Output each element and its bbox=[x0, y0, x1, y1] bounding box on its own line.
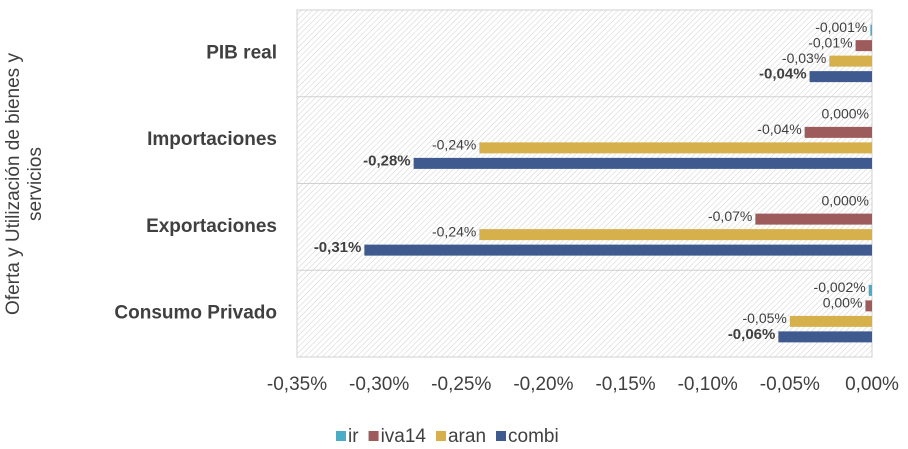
bar bbox=[868, 284, 872, 296]
value-label: -0,01% bbox=[808, 34, 852, 50]
legend-label: iva14 bbox=[381, 426, 427, 447]
legend-label: combi bbox=[508, 426, 559, 447]
category-label: PIB real bbox=[206, 42, 277, 63]
value-label: 0,00% bbox=[823, 295, 863, 311]
x-tick-label: -0,10% bbox=[678, 374, 738, 395]
value-label: -0,05% bbox=[742, 310, 786, 326]
value-label: -0,07% bbox=[708, 208, 752, 224]
bar bbox=[413, 157, 872, 169]
value-label: 0,000% bbox=[822, 192, 869, 208]
bar bbox=[870, 24, 872, 36]
x-tick-label: -0,20% bbox=[513, 374, 573, 395]
bar bbox=[789, 315, 872, 327]
value-label: -0,04% bbox=[759, 66, 807, 83]
legend-swatch bbox=[336, 431, 346, 441]
value-label: -0,04% bbox=[757, 121, 801, 137]
category-label: Importaciones bbox=[147, 129, 277, 150]
value-label: -0,31% bbox=[314, 239, 362, 256]
category-label: Exportaciones bbox=[146, 216, 277, 237]
legend-swatch bbox=[496, 431, 507, 441]
value-label: 0,000% bbox=[822, 106, 869, 122]
value-label: -0,001% bbox=[815, 19, 867, 35]
value-label: -0,03% bbox=[782, 50, 826, 66]
value-label: -0,06% bbox=[728, 326, 776, 343]
category-label: Consumo Privado bbox=[114, 303, 277, 324]
legend-swatch bbox=[368, 431, 379, 441]
bar bbox=[778, 331, 872, 343]
y-axis-title: servicios bbox=[25, 147, 46, 221]
value-label: -0,24% bbox=[432, 137, 476, 153]
bar bbox=[755, 213, 872, 225]
bar bbox=[855, 40, 872, 52]
bar bbox=[364, 244, 872, 256]
value-label: -0,002% bbox=[814, 279, 866, 295]
x-tick-label: -0,30% bbox=[349, 374, 409, 395]
x-tick-label: -0,15% bbox=[595, 374, 655, 395]
x-tick-label: 0,00% bbox=[845, 374, 899, 395]
bar bbox=[479, 229, 872, 241]
bar bbox=[479, 142, 872, 154]
x-tick-label: -0,25% bbox=[431, 374, 491, 395]
x-tick-label: -0,05% bbox=[760, 374, 820, 395]
value-label: -0,28% bbox=[363, 152, 411, 169]
x-tick-label: -0,35% bbox=[267, 374, 327, 395]
legend-label: aran bbox=[448, 426, 486, 447]
value-label: -0,24% bbox=[432, 223, 476, 239]
bar bbox=[829, 55, 872, 67]
bar bbox=[809, 71, 872, 83]
bar bbox=[865, 300, 872, 312]
legend-label: ir bbox=[348, 426, 359, 447]
legend-swatch bbox=[435, 431, 446, 441]
bar bbox=[804, 126, 872, 138]
y-axis-title: Oferta y Utilización de bienes y bbox=[3, 53, 24, 315]
